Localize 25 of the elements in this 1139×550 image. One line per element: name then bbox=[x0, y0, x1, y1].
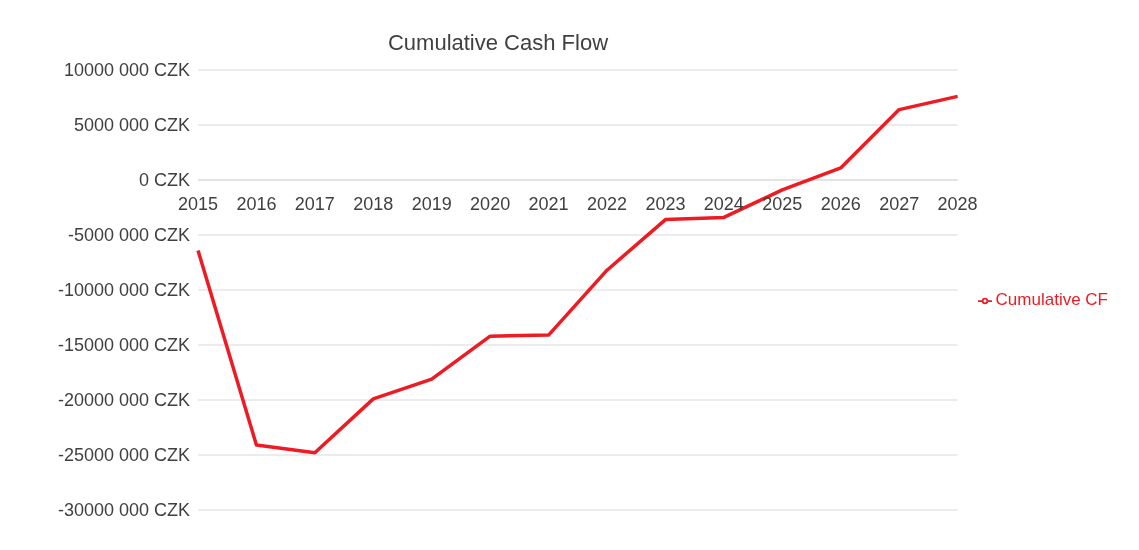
legend-label: Cumulative CF bbox=[995, 290, 1108, 309]
y-tick-label: -20000 000 CZK bbox=[57, 390, 190, 411]
x-tick-label: 2028 bbox=[937, 194, 978, 214]
y-tick-label: 0 CZK bbox=[138, 170, 190, 191]
x-tick-label: 2025 bbox=[762, 194, 803, 214]
y-tick-label: -15000 000 CZK bbox=[57, 335, 190, 356]
x-tick-label: 2020 bbox=[470, 194, 511, 214]
x-tick-label: 2023 bbox=[645, 194, 686, 214]
x-tick-label: 2021 bbox=[528, 194, 569, 214]
x-tick-label: 2019 bbox=[411, 194, 452, 214]
chart-title: Cumulative Cash Flow bbox=[386, 29, 610, 55]
x-tick-label: 2016 bbox=[236, 194, 277, 214]
x-tick-label: 2017 bbox=[294, 194, 335, 214]
x-tick-label: 2015 bbox=[177, 194, 219, 214]
y-tick-label: -10000 000 CZK bbox=[57, 280, 190, 301]
y-tick-label: -25000 000 CZK bbox=[57, 445, 190, 466]
x-tick-label: 2024 bbox=[703, 194, 744, 214]
x-tick-label: 2018 bbox=[353, 194, 394, 214]
y-tick-label: -5000 000 CZK bbox=[67, 225, 190, 246]
y-tick-label: -30000 000 CZK bbox=[57, 500, 190, 521]
x-tick-label: 2022 bbox=[586, 194, 628, 214]
y-tick-label: 5000 000 CZK bbox=[73, 115, 190, 136]
y-tick-label: 10000 000 CZK bbox=[63, 60, 190, 81]
x-tick-label: 2026 bbox=[820, 194, 861, 214]
x-tick-label: 2027 bbox=[879, 194, 920, 214]
